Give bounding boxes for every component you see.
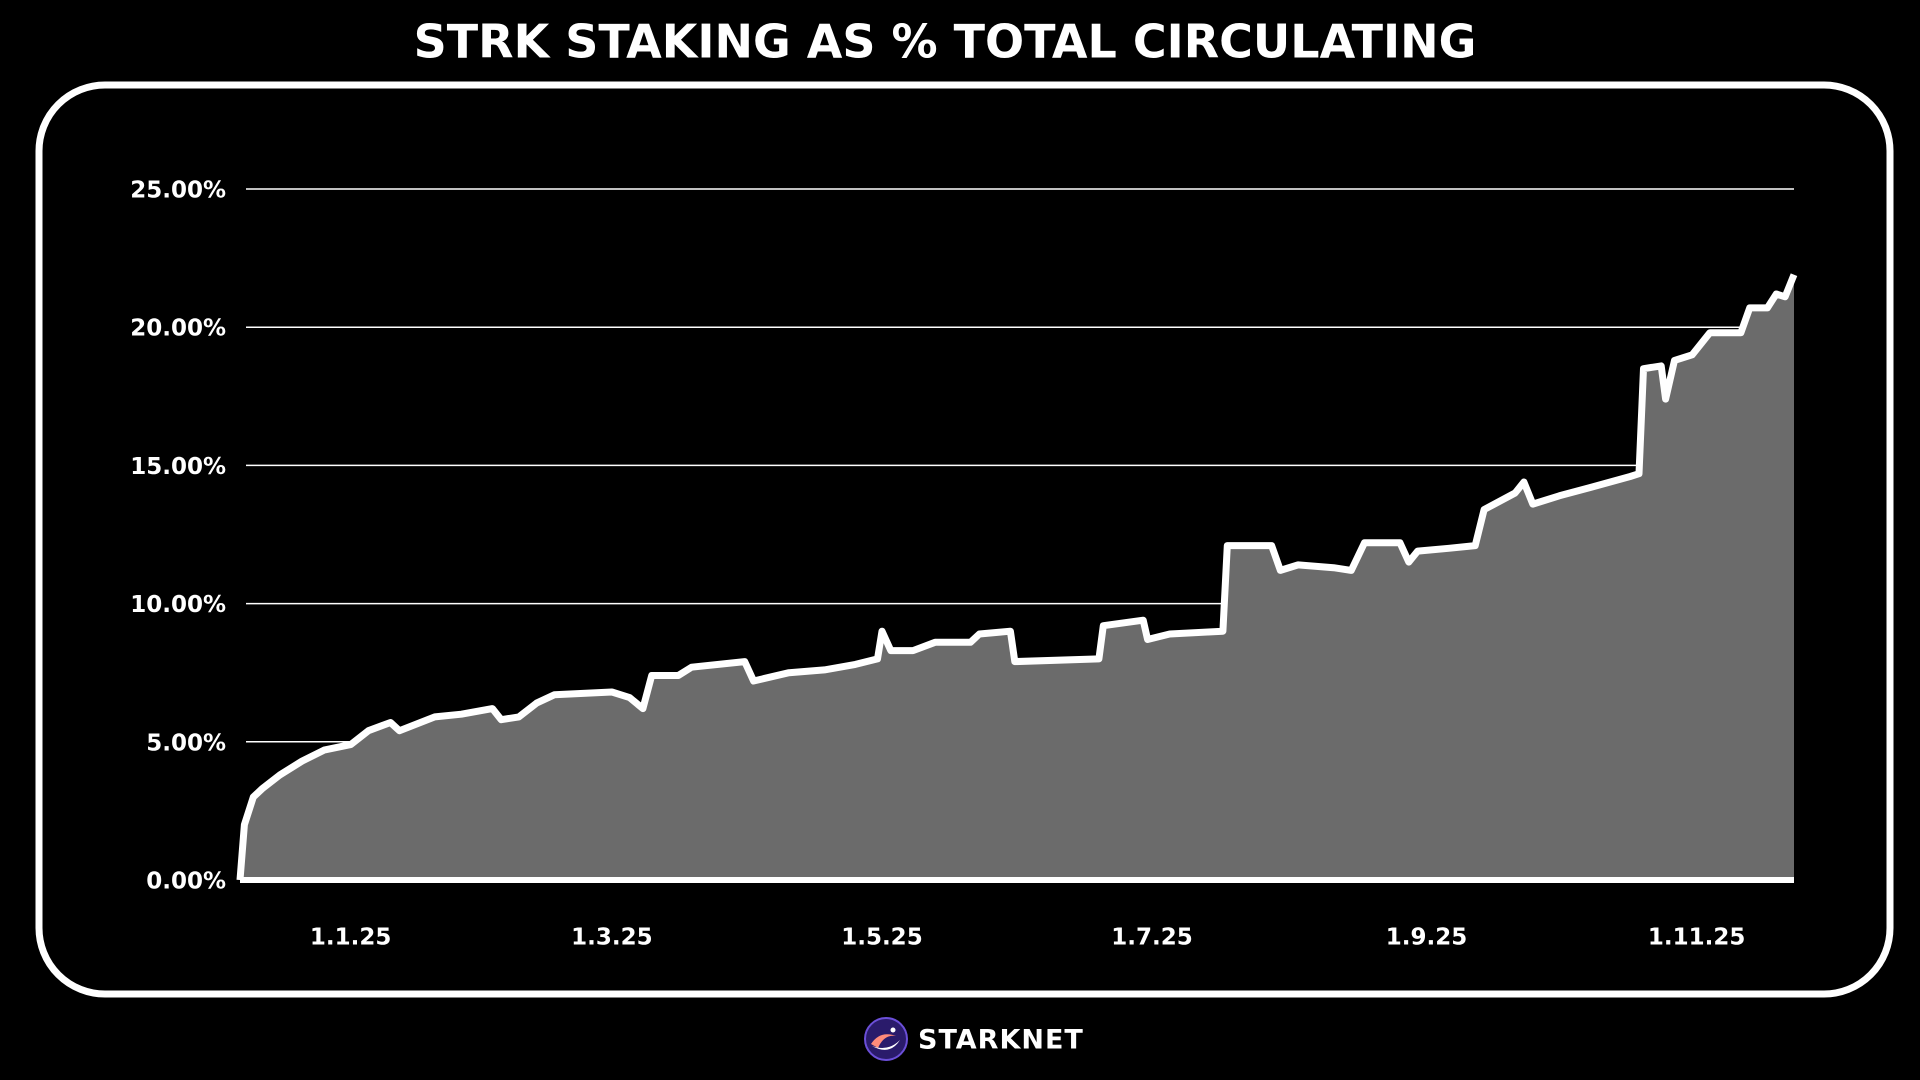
brand-name: STARKNET <box>918 1025 1084 1056</box>
x-tick-label: 1.9.25 <box>1386 925 1468 951</box>
x-tick-label: 1.1.25 <box>310 925 392 951</box>
y-tick-label: 15.00% <box>130 454 226 480</box>
y-tick-label: 20.00% <box>130 316 226 342</box>
area <box>240 274 1794 880</box>
x-tick-label: 1.5.25 <box>841 925 923 951</box>
y-tick-label: 10.00% <box>130 592 226 618</box>
brand-logo <box>864 1017 908 1061</box>
x-tick-label: 1.7.25 <box>1111 925 1193 951</box>
frame <box>35 81 1894 998</box>
y-tick-label: 5.00% <box>146 730 226 756</box>
x-tick-label: 1.11.25 <box>1648 925 1746 951</box>
x-tick-label: 1.3.25 <box>571 925 653 951</box>
y-tick-label: 25.00% <box>130 178 226 204</box>
chart-title: STRK STAKING AS % TOTAL CIRCULATING <box>414 15 1477 69</box>
plot-area: 0.00% 5.00% 10.00% 15.00% 20.00% 25.00% 1.1.25… <box>130 178 1798 951</box>
y-tick-label: 0.00% <box>146 869 226 895</box>
area-line <box>236 273 1798 881</box>
